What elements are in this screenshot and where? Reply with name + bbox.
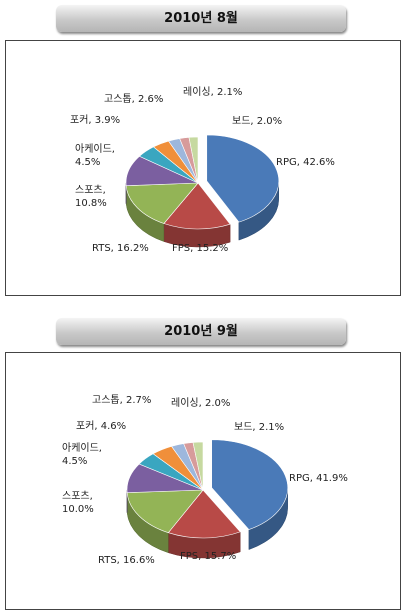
data-label: 고스톱, 2.6% bbox=[104, 94, 164, 105]
slice bbox=[167, 489, 241, 539]
data-label: 스포츠, 10.8% bbox=[75, 185, 107, 209]
data-label: 레이싱, 2.0% bbox=[171, 398, 231, 409]
data-label: 보드, 2.0% bbox=[232, 116, 283, 127]
data-label: RPG, 42.6% bbox=[276, 157, 335, 168]
data-label: 레이싱, 2.1% bbox=[183, 87, 243, 98]
data-label: FPS, 15.7% bbox=[180, 551, 237, 562]
slice bbox=[125, 182, 199, 224]
slice bbox=[211, 439, 288, 530]
data-label: RTS, 16.2% bbox=[92, 243, 149, 254]
data-label: RTS, 16.6% bbox=[98, 555, 155, 566]
data-label: 아케이드, 4.5% bbox=[62, 443, 102, 467]
data-label: 아케이드, 4.5% bbox=[75, 144, 115, 168]
data-label: FPS, 15.2% bbox=[172, 243, 229, 254]
slice bbox=[126, 489, 204, 534]
chart-title: 2010년 8월 bbox=[56, 5, 346, 32]
slice bbox=[163, 182, 231, 230]
slice bbox=[206, 134, 280, 223]
data-label: 보드, 2.1% bbox=[234, 422, 285, 433]
data-label: 포커, 3.9% bbox=[70, 115, 121, 126]
data-label: 스포츠, 10.0% bbox=[62, 491, 94, 515]
data-label: 고스톱, 2.7% bbox=[92, 395, 152, 406]
chart-title: 2010년 9월 bbox=[56, 318, 346, 345]
slice bbox=[188, 136, 199, 184]
data-label: 포커, 4.6% bbox=[76, 421, 127, 432]
data-label: RPG, 41.9% bbox=[289, 473, 348, 484]
chart-frame bbox=[5, 40, 401, 296]
slice bbox=[192, 441, 204, 491]
chart-frame bbox=[5, 352, 401, 610]
